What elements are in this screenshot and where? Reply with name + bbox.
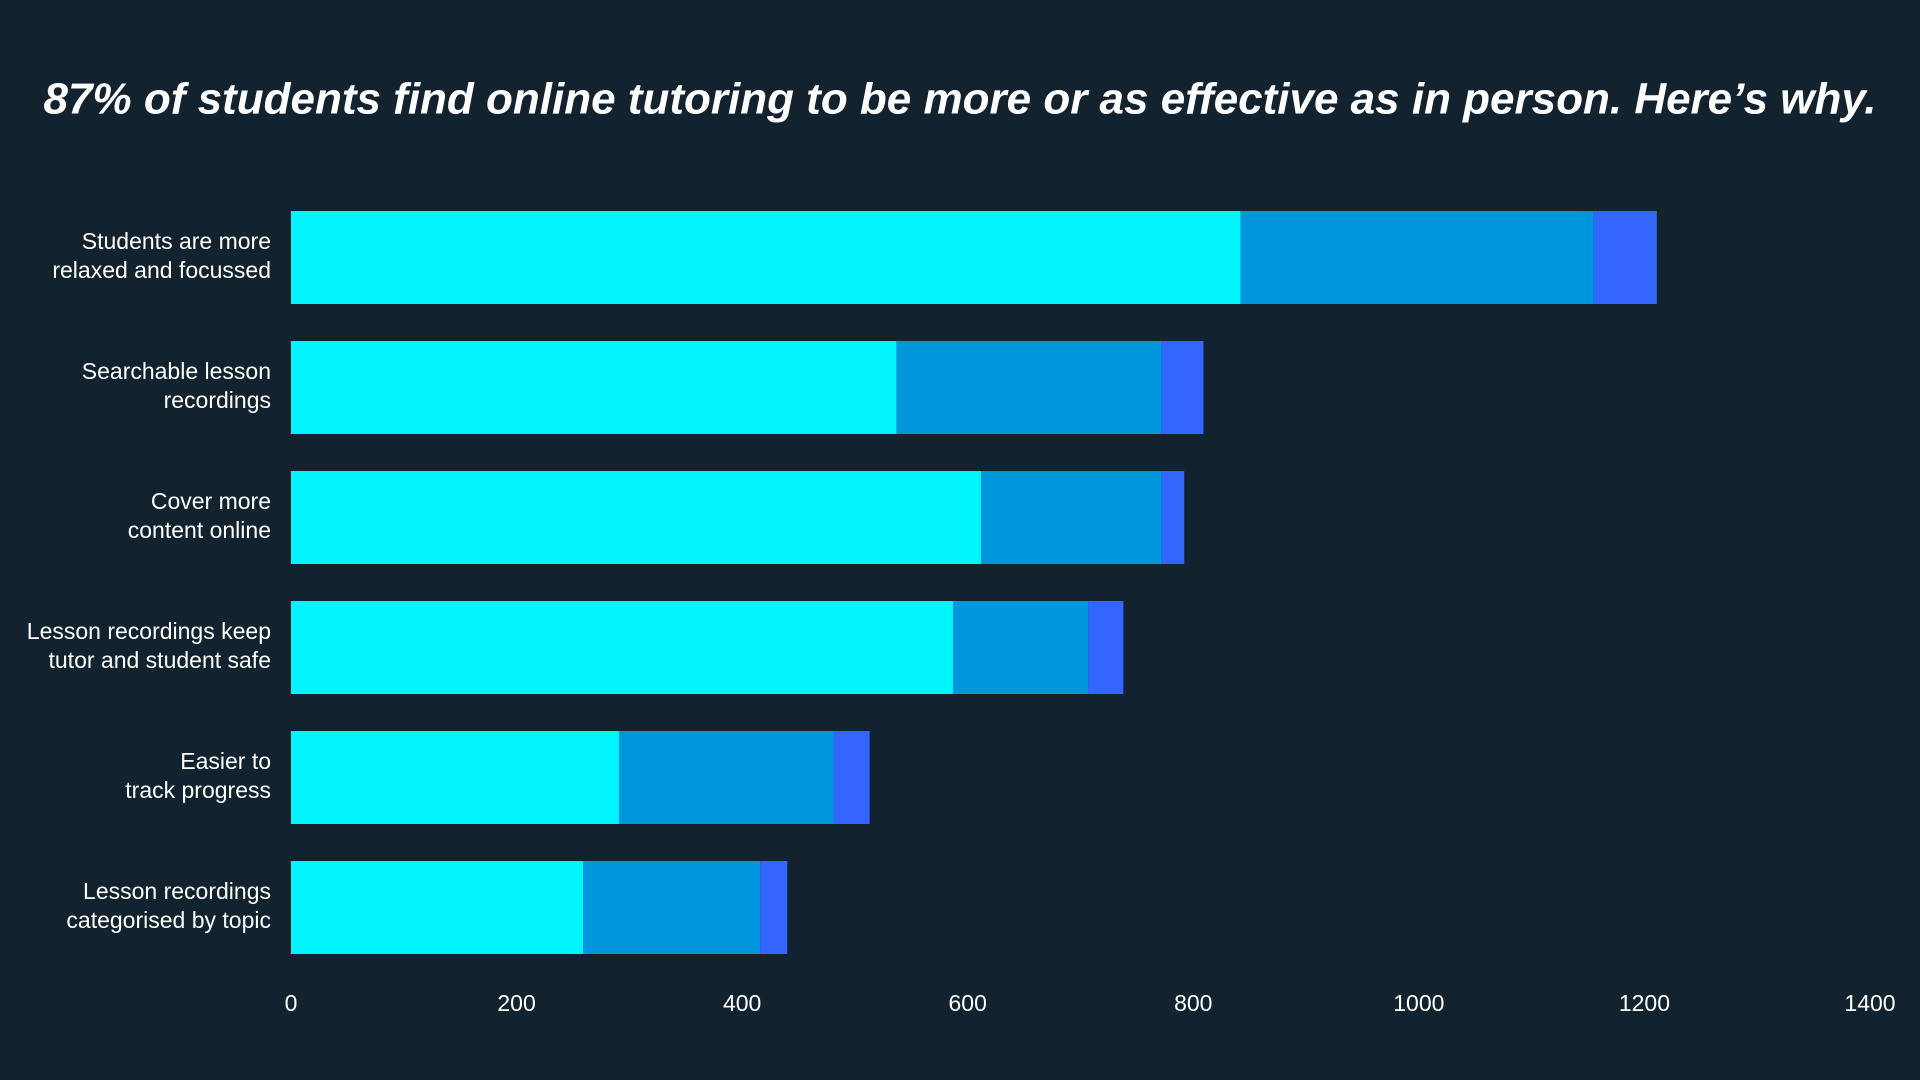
bar-segment <box>291 211 1241 304</box>
category-label-line: tutor and student safe <box>49 647 272 673</box>
category-label-line: content online <box>128 517 271 543</box>
bar-segment <box>1593 211 1657 304</box>
category-label-line: relaxed and focussed <box>52 257 271 283</box>
x-tick-label: 1000 <box>1393 990 1444 1016</box>
category-label-line: recordings <box>164 387 271 413</box>
category-label: Students are more relaxed and focussed <box>52 228 271 283</box>
category-label-line: track progress <box>125 777 271 803</box>
category-label: Easier to track progress <box>125 748 271 803</box>
category-label: Lesson recordings keep tutor and student … <box>27 618 271 673</box>
bar-segment <box>833 731 870 824</box>
bar-segment <box>1240 211 1594 304</box>
bar-segment <box>619 731 834 824</box>
category-label-line: Lesson recordings <box>83 878 271 904</box>
bar-segment <box>896 341 1162 434</box>
category-label-line: categorised by topic <box>66 907 271 933</box>
category-label: Searchable lesson recordings <box>82 358 271 413</box>
x-tick-label: 1200 <box>1619 990 1670 1016</box>
bar-segment <box>1161 471 1185 564</box>
category-label: Lesson recordings categorised by topic <box>66 878 271 933</box>
category-label-line: Cover more <box>151 488 271 514</box>
category-label-line: Searchable lesson <box>82 358 271 384</box>
bar-segment <box>291 341 897 434</box>
chart-title: 87% of students find online tutoring to … <box>44 75 1877 124</box>
bar-segment <box>583 861 761 954</box>
bar-segment <box>760 861 788 954</box>
bar-segment <box>291 471 982 564</box>
bar-segment <box>291 861 584 954</box>
x-tick-label: 1400 <box>1844 990 1895 1016</box>
category-label-line: Easier to <box>180 748 271 774</box>
x-tick-label: 0 <box>285 990 298 1016</box>
category-label: Cover more content online <box>128 488 271 543</box>
bar-segment <box>1161 341 1204 434</box>
bar-segment <box>1088 601 1124 694</box>
x-tick-label: 200 <box>497 990 535 1016</box>
category-label-line: Lesson recordings keep <box>27 618 271 644</box>
x-tick-label: 800 <box>1174 990 1212 1016</box>
x-tick-label: 400 <box>723 990 761 1016</box>
bar-segment <box>291 731 620 824</box>
bar-segment <box>953 601 1089 694</box>
bar-segment <box>291 601 954 694</box>
x-tick-label: 600 <box>949 990 987 1016</box>
category-label-line: Students are more <box>82 228 271 254</box>
bar-segment <box>981 471 1162 564</box>
